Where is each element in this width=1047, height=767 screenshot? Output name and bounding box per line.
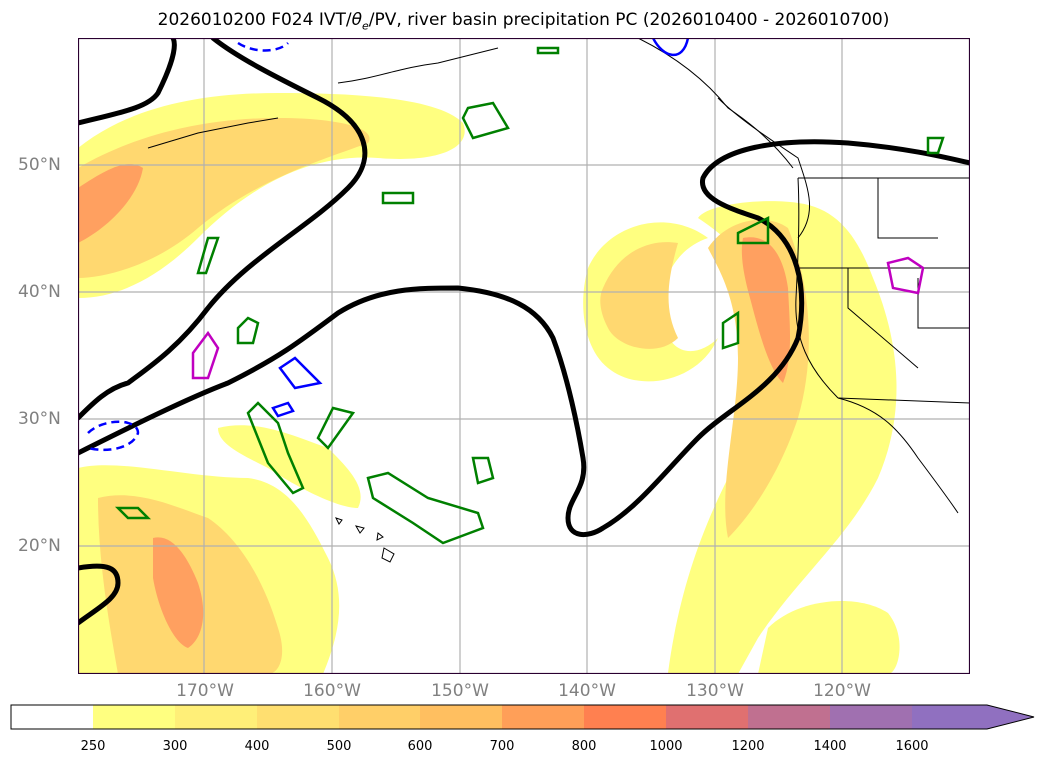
theta-contour-2 (461, 101, 510, 140)
ivt-region-hook-core (600, 242, 678, 349)
blue-contour-4 (237, 41, 289, 52)
colorbar-tick-300: 300 (162, 739, 188, 754)
colorbar-tick-1400: 1400 (813, 739, 847, 754)
hawaii-island-3 (376, 532, 384, 541)
blue-contour-1 (278, 356, 323, 390)
coast-baja (837, 397, 959, 514)
magenta-contours (191, 256, 925, 380)
colorbar-tick-500: 500 (326, 739, 352, 754)
coast-bc (717, 97, 811, 239)
lon-label-170w: 170°W (176, 681, 234, 701)
blue-contour-5 (271, 401, 295, 418)
pv-line-main (78, 38, 368, 421)
theta-contour-4 (246, 401, 305, 495)
coastlines (147, 38, 970, 563)
colorbar-segment-below (11, 705, 93, 729)
ivt-region-nw-peak (78, 164, 143, 243)
magenta-contour-2 (886, 256, 925, 295)
colorbar-segment-800 (584, 705, 666, 729)
graticule (78, 38, 970, 674)
colorbar-tick-600: 600 (407, 739, 433, 754)
lat-label-20n: 20°N (18, 536, 61, 556)
theta-contour-13 (536, 46, 560, 55)
colorbar-segment-1000 (666, 705, 748, 729)
hawaii-island-4 (381, 547, 395, 563)
colorbar-segment-400 (257, 705, 339, 729)
theta-contour-9 (736, 215, 770, 245)
colorbar-segment-600 (420, 705, 502, 729)
blue-contour-3 (87, 420, 140, 452)
theta-e-contours (114, 46, 945, 545)
state-border-ca-nv (847, 268, 919, 369)
theta-contour-6 (236, 316, 260, 345)
lon-label-130w: 130°W (686, 681, 744, 701)
coast-alaska-panhandle (637, 38, 794, 169)
colorbar-segment-250 (93, 705, 175, 729)
theta-contour-10 (381, 191, 415, 205)
colorbar-segment-1200 (748, 705, 830, 729)
ivt-region-southeast (758, 601, 900, 674)
blue-contour-2 (651, 38, 690, 57)
coast-us-west (795, 177, 839, 399)
map-frame (78, 38, 970, 674)
hawaii-island-1 (335, 517, 343, 525)
theta-contour-12 (114, 506, 152, 520)
coast-alaska (337, 47, 499, 84)
theta-contour-3 (366, 471, 485, 545)
colorbar-tick-800: 800 (571, 739, 597, 754)
colorbar-extend-arrow (912, 705, 1034, 729)
pv-line-north (78, 38, 177, 126)
theta-contour-11 (926, 136, 945, 155)
colorbar-segment-700 (502, 705, 584, 729)
colorbar-segment-1400 (830, 705, 912, 729)
lat-label-30n: 30°N (18, 409, 61, 429)
figure-title: 2026010200 F024 IVT/θe/PV, river basin p… (157, 10, 890, 33)
ivt-region-sw-peak (153, 537, 204, 648)
coast-aleutians (147, 117, 279, 149)
ivt-region-subtropical-band (218, 425, 361, 508)
ivt-region-nw-core (78, 118, 370, 278)
colorbar-tick-250: 250 (80, 739, 106, 754)
lon-label-120w: 120°W (813, 681, 871, 701)
colorbar-outline (10, 704, 1035, 730)
us-mexico-border (837, 397, 970, 404)
theta-contour-1 (196, 236, 220, 275)
colorbar-segment-300 (175, 705, 257, 729)
ivt-shading (78, 93, 900, 674)
colorbar-tick-1000: 1000 (649, 739, 683, 754)
hawaii-island-2 (354, 525, 365, 534)
pv-contours (78, 38, 970, 626)
blue-contours (87, 38, 690, 452)
lon-label-160w: 160°W (303, 681, 361, 701)
colorbar (10, 704, 1035, 730)
pv-line-central (78, 139, 970, 538)
theta-contour-7 (471, 456, 495, 485)
pv-line-southwest (78, 563, 121, 626)
colorbar-tick-700: 700 (489, 739, 515, 754)
lon-label-140w: 140°W (558, 681, 616, 701)
colorbar-segment-500 (339, 705, 420, 729)
state-border-nv-ut (917, 278, 970, 329)
map-panel (78, 38, 970, 674)
lon-label-150w: 150°W (431, 681, 489, 701)
lat-label-40n: 40°N (18, 282, 61, 302)
colorbar-tick-400: 400 (244, 739, 270, 754)
colorbar-tick-1600: 1600 (895, 739, 929, 754)
theta-contour-5 (316, 406, 356, 450)
magenta-contour-1 (191, 330, 220, 380)
state-border-id-mt (877, 178, 938, 239)
colorbar-tick-1200: 1200 (731, 739, 765, 754)
lat-label-50n: 50°N (18, 155, 61, 175)
ivt-region-coastal-peak (741, 237, 791, 383)
theta-contour-8 (721, 310, 740, 350)
